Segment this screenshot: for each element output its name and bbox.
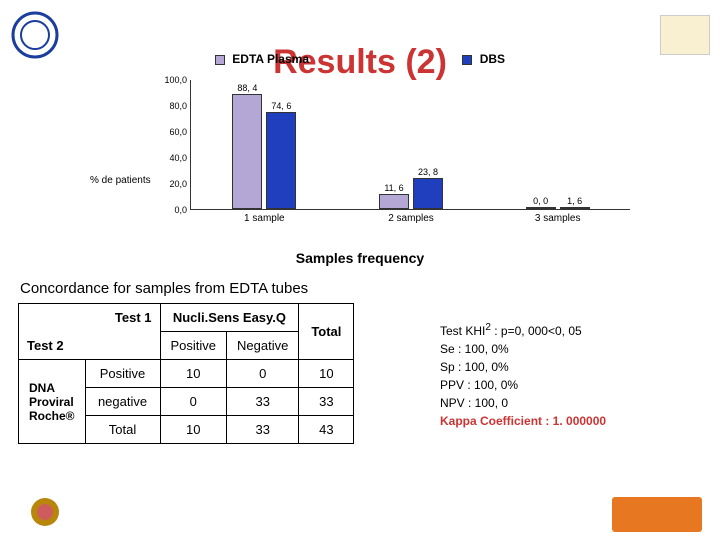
roche-row: DNA Proviral Roche® [29, 381, 75, 423]
bar-value-label: 88, 4 [228, 83, 266, 95]
y-axis-label: % de patients [90, 175, 151, 186]
y-tick: 40,0 [169, 153, 191, 163]
stat-sp: Sp : 100, 0% [440, 358, 606, 376]
cell-tp: 10 [160, 416, 227, 444]
virus-icon [25, 492, 65, 532]
cell-pp: 10 [160, 360, 227, 388]
bar-value-label: 1, 6 [556, 196, 594, 208]
bar-dbs: 74, 6 [266, 112, 296, 209]
x-tick: 3 samples [535, 209, 581, 224]
stat-se: Se : 100, 0% [440, 340, 606, 358]
y-tick: 20,0 [169, 179, 191, 189]
legend-swatch-dbs [462, 55, 472, 65]
bar-chart: % de patients 0,0 20,0 40,0 60,0 80,0 100,0 88… [90, 70, 650, 235]
cell-tt: 43 [299, 416, 354, 444]
nuclisens-header: Nucli.Sens Easy.Q [173, 310, 286, 325]
concordance-heading: Concordance for samples from EDTA tubes [20, 280, 308, 297]
pos-row: Positive [85, 360, 160, 388]
cell-pn: 0 [227, 360, 299, 388]
bar-value-label: 74, 6 [262, 101, 300, 113]
cell-pt: 10 [299, 360, 354, 388]
chart-caption: Samples frequency [0, 250, 720, 266]
cell-nn: 33 [227, 388, 299, 416]
bar-edta: 88, 4 [232, 94, 262, 209]
kappa-coef: Coefficient : 1. 000000 [480, 414, 606, 428]
total-col: Total [311, 324, 341, 339]
concordance-table-final: Test 1 Test 2 Nucli.Sens Easy.Q Total Po… [18, 303, 354, 444]
x-tick: 2 samples [388, 209, 434, 224]
y-tick: 0,0 [174, 205, 191, 215]
pos-col: Positive [160, 332, 227, 360]
test1: Test 1 [115, 310, 152, 325]
cell-nt: 33 [299, 388, 354, 416]
y-tick: 60,0 [169, 127, 191, 137]
bar-dbs: 23, 8 [413, 178, 443, 209]
y-tick: 100,0 [164, 75, 191, 85]
bar-value-label: 0, 0 [522, 196, 560, 208]
x-tick: 1 sample [244, 209, 285, 224]
conference-badge [612, 497, 702, 532]
chart-legend: EDTA Plasma DBS [0, 52, 720, 66]
legend-swatch-edta [215, 55, 225, 65]
cell-np: 0 [160, 388, 227, 416]
neg-row: negative [85, 388, 160, 416]
cell-tn: 33 [227, 416, 299, 444]
khi-label: Test KHI [440, 324, 485, 338]
kappa-label: Kappa [440, 414, 480, 428]
bar-value-label: 23, 8 [409, 167, 447, 179]
statistics-block: Test KHI2 : p=0, 000<0, 05 Se : 100, 0% … [440, 320, 606, 430]
stat-ppv: PPV : 100, 0% [440, 376, 606, 394]
stat-npv: NPV : 100, 0 [440, 394, 606, 412]
bar-edta: 11, 6 [379, 194, 409, 209]
total-row: Total [85, 416, 160, 444]
legend-label-edta: EDTA Plasma [232, 52, 309, 66]
khi-val: : p=0, 000<0, 05 [491, 324, 582, 338]
y-tick: 80,0 [169, 101, 191, 111]
legend-label-dbs: DBS [480, 52, 505, 66]
neg-col: Negative [227, 332, 299, 360]
bar-value-label: 11, 6 [375, 183, 413, 195]
test2: Test 2 [27, 338, 64, 353]
